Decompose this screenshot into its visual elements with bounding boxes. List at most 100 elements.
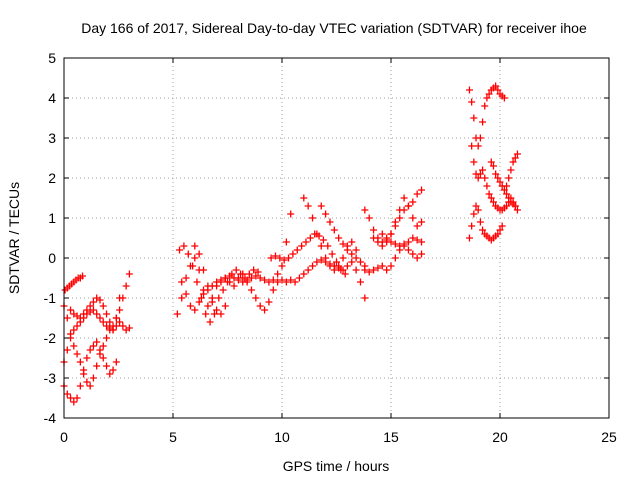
data-point-marker [472, 202, 480, 210]
data-point-marker [195, 298, 203, 306]
data-point-marker [470, 114, 478, 122]
data-point-marker [93, 310, 101, 318]
data-point-marker [465, 234, 473, 242]
data-point-marker [93, 362, 101, 370]
data-point-marker [265, 278, 273, 286]
data-point-marker [125, 324, 133, 332]
data-point-marker [63, 346, 71, 354]
data-point-marker [328, 250, 336, 258]
data-point-marker [343, 262, 351, 270]
data-point-marker [200, 290, 208, 298]
data-point-marker [409, 198, 417, 206]
data-point-marker [383, 266, 391, 274]
data-point-marker [361, 294, 369, 302]
data-point-marker [269, 276, 277, 284]
data-point-marker [492, 170, 500, 178]
data-point-marker [304, 266, 312, 274]
data-point-marker [73, 322, 81, 330]
data-point-marker [361, 206, 369, 214]
data-point-marker [489, 198, 497, 206]
data-point-marker [400, 194, 408, 202]
data-point-marker [256, 274, 264, 282]
data-point-marker [492, 82, 500, 90]
data-point-marker [191, 242, 199, 250]
data-point-marker [116, 306, 124, 314]
x-tick-label: 25 [601, 429, 617, 445]
y-tick-label: 2 [48, 170, 56, 186]
data-point-marker [261, 276, 269, 284]
data-point-marker [210, 310, 218, 318]
data-point-marker [500, 186, 508, 194]
data-point-marker [89, 298, 97, 306]
data-point-marker [339, 240, 347, 248]
data-point-marker [89, 342, 97, 350]
data-point-marker [204, 302, 212, 310]
data-point-marker [465, 86, 473, 94]
data-point-marker [119, 322, 127, 330]
data-point-marker [96, 314, 104, 322]
chart-title: Day 166 of 2017, Sidereal Day-to-day VTE… [81, 20, 587, 36]
data-point-marker [282, 278, 290, 286]
data-point-marker [370, 234, 378, 242]
data-point-marker [413, 190, 421, 198]
data-point-marker [213, 306, 221, 314]
data-point-marker [287, 276, 295, 284]
data-point-marker [494, 86, 502, 94]
data-point-marker [278, 262, 286, 270]
data-point-marker [295, 274, 303, 282]
data-point-marker [243, 276, 251, 284]
data-point-marker [237, 270, 245, 278]
data-point-marker [418, 218, 426, 226]
data-point-marker [404, 238, 412, 246]
data-point-marker [513, 150, 521, 158]
data-point-marker [116, 318, 124, 326]
data-point-marker [505, 174, 513, 182]
data-point-marker [103, 334, 111, 342]
data-point-marker [494, 174, 502, 182]
data-point-marker [348, 238, 356, 246]
data-point-marker [409, 214, 417, 222]
data-point-marker [474, 174, 482, 182]
data-point-marker [280, 256, 288, 264]
data-point-marker [219, 286, 227, 294]
data-point-marker [70, 342, 78, 350]
data-point-marker [298, 242, 306, 250]
data-point-marker [335, 262, 343, 270]
data-point-marker [80, 310, 88, 318]
data-point-marker [230, 282, 238, 290]
data-point-marker [109, 366, 117, 374]
data-point-marker [503, 182, 511, 190]
data-point-marker [483, 94, 491, 102]
data-point-marker [204, 282, 212, 290]
data-point-marker [479, 166, 487, 174]
data-point-marker [282, 238, 290, 246]
data-point-marker [86, 382, 94, 390]
data-point-marker [86, 346, 94, 354]
data-point-marker [112, 322, 120, 330]
data-point-marker [348, 258, 356, 266]
data-point-marker [247, 274, 255, 282]
data-point-marker [189, 262, 197, 270]
data-point-marker [86, 302, 94, 310]
plot-frame [63, 57, 610, 419]
data-point-marker [313, 258, 321, 266]
data-point-marker [63, 390, 71, 398]
y-tick-label: 1 [48, 210, 56, 226]
x-tick-label: 15 [383, 429, 399, 445]
data-point-marker [494, 230, 502, 238]
data-point-marker [341, 270, 349, 278]
grid-lines [64, 58, 609, 418]
data-point-marker [485, 190, 493, 198]
data-point-marker [313, 230, 321, 238]
data-point-marker [99, 354, 107, 362]
data-point-marker [300, 194, 308, 202]
data-point-marker [468, 142, 476, 150]
data-point-marker [387, 262, 395, 270]
data-point-marker [487, 194, 495, 202]
data-point-marker [291, 278, 299, 286]
x-axis-label: GPS time / hours [283, 458, 390, 474]
data-point-marker [221, 302, 229, 310]
x-tick-label: 10 [274, 429, 290, 445]
data-point-marker [234, 276, 242, 284]
data-point-marker [83, 306, 91, 314]
